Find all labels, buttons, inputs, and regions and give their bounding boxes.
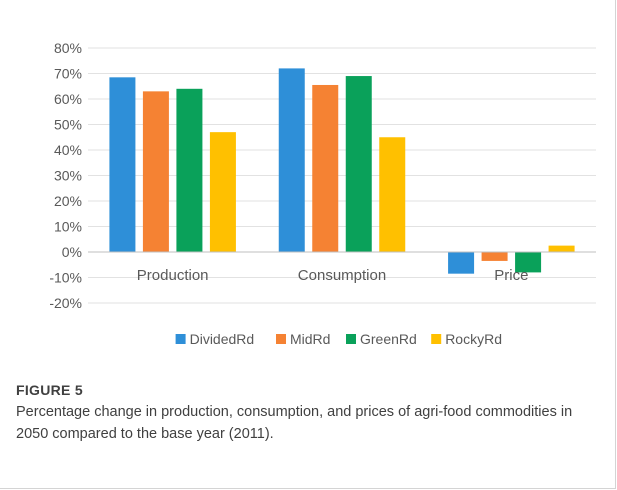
- bars: [109, 68, 575, 274]
- figure-label: FIGURE 5: [16, 382, 83, 398]
- y-tick-label: 80%: [54, 40, 82, 56]
- bar-rockyrd-price: [548, 245, 575, 252]
- category-label: Production: [137, 267, 209, 284]
- bar-greenrd-consumption: [345, 76, 372, 252]
- legend-label-greenrd: GreenRd: [360, 331, 417, 347]
- bar-chart: 80% 70% 60% 50% 40% 30% 20% 10% 0% -10% -20% Produ…: [49, 40, 596, 347]
- figure-caption: Percentage change in production, consump…: [16, 404, 573, 442]
- bar-greenrd-production: [176, 88, 203, 252]
- y-axis-ticks: 80% 70% 60% 50% 40% 30% 20% 10% 0% -10% -20%: [49, 40, 82, 311]
- legend-swatch-midrd: [276, 334, 286, 344]
- legend: DividedRd MidRd GreenRd RockyRd: [175, 331, 502, 347]
- category-label: Price: [494, 267, 528, 284]
- bar-dividedrd-production: [109, 77, 136, 252]
- legend-label-midrd: MidRd: [290, 331, 330, 347]
- bar-midrd-consumption: [312, 84, 339, 252]
- y-tick-label: 0%: [62, 244, 82, 260]
- y-tick-label: -10%: [49, 270, 82, 286]
- category-labels: Production Consumption Price: [137, 267, 529, 284]
- legend-label-rockyrd: RockyRd: [445, 331, 502, 347]
- legend-swatch-rockyrd: [431, 334, 442, 344]
- category-label: Consumption: [298, 267, 386, 284]
- y-tick-label: 20%: [54, 193, 82, 209]
- legend-swatch-dividedrd: [175, 334, 186, 344]
- bar-dividedrd-price: [448, 252, 475, 274]
- legend-swatch-greenrd: [346, 334, 356, 344]
- y-tick-label: 40%: [54, 142, 82, 158]
- y-tick-label: -20%: [49, 295, 82, 311]
- bar-rockyrd-production: [209, 132, 236, 252]
- bar-rockyrd-consumption: [379, 137, 406, 252]
- bar-dividedrd-consumption: [278, 68, 305, 253]
- bar-greenrd-price: [515, 252, 542, 273]
- legend-label-dividedrd: DividedRd: [190, 331, 255, 347]
- bar-midrd-production: [142, 91, 169, 252]
- y-tick-label: 60%: [54, 91, 82, 107]
- bar-midrd-price: [481, 252, 508, 261]
- gridlines: [88, 47, 596, 304]
- y-tick-label: 50%: [54, 117, 82, 133]
- y-tick-label: 30%: [54, 168, 82, 184]
- y-tick-label: 10%: [54, 219, 82, 235]
- y-tick-label: 70%: [54, 66, 82, 82]
